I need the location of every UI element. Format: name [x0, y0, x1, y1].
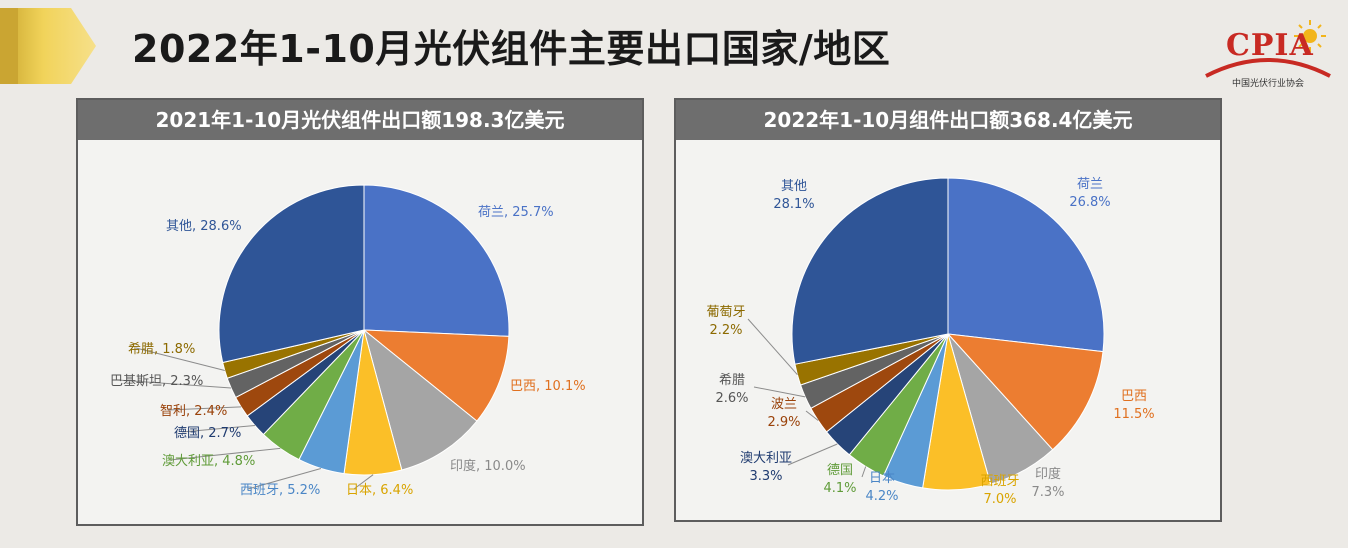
slice-value-波兰: 2.9% [767, 415, 800, 430]
leader-line-希腊 [135, 347, 225, 371]
leader-line-波兰 [805, 410, 819, 421]
slice-label-希腊: 希腊, 1.8% [128, 342, 195, 357]
page-title: 2022年1-10月光伏组件主要出口国家/地区 [132, 27, 891, 71]
slice-label-澳大利亚: 澳大利亚, 4.8% [162, 453, 255, 469]
slice-label-其他: 其他, 28.6% [166, 219, 242, 234]
slice-value-巴西: 11.5% [1113, 407, 1154, 422]
leader-line-澳大利亚 [169, 447, 281, 461]
slice-label-荷兰: 荷兰, 25.7% [478, 205, 554, 220]
slice-name-日本: 日本 [869, 471, 895, 486]
slice-value-德国: 4.1% [823, 481, 856, 496]
slice-label-巴基斯坦: 巴基斯坦, 2.3% [110, 374, 203, 389]
leader-line-澳大利亚 [787, 443, 838, 466]
slice-value-日本: 4.2% [865, 489, 898, 504]
chart-title-2021: 2021年1-10月光伏组件出口额198.3亿美元 [78, 100, 642, 140]
pie-slice-其他 [218, 184, 365, 364]
slice-name-荷兰: 荷兰 [1077, 177, 1103, 192]
chart-title-2022: 2022年1-10月组件出口额368.4亿美元 [676, 100, 1220, 140]
slice-value-西班牙: 7.0% [983, 492, 1016, 507]
leader-line-智利 [167, 406, 242, 411]
leader-line-巴基斯坦 [117, 379, 232, 389]
title-arrow-decoration [0, 8, 96, 84]
pie-chart-2021: 荷兰, 25.7% 巴西, 10.1% 印度, 10.0% 日本, 6.4% 西班牙, … [110, 184, 586, 498]
slice-label-巴西: 巴西, 10.1% [510, 379, 586, 394]
pie-slice-印度 [363, 328, 478, 471]
pie-slice-其他 [791, 177, 949, 365]
leader-line-西班牙 [247, 468, 322, 490]
slice-label-西班牙: 西班牙, 5.2% [240, 483, 320, 498]
leader-line-希腊 [753, 386, 806, 398]
pie-chart-2022: 荷兰 26.8% 巴西 11.5% 印度 7.3% 西班牙 7.0% 日本 4.2% 德国 4.1% 澳… [706, 177, 1154, 507]
slice-value-希腊: 2.6% [715, 391, 748, 406]
logo-subtitle: 中国光伏行业协会 [1231, 79, 1304, 89]
leader-line-德国 [861, 466, 867, 478]
leader-line-日本 [353, 474, 374, 490]
cpia-logo: CPIA 中国光伏行业协会 [1198, 14, 1338, 94]
logo-sun-icon [1205, 20, 1331, 78]
slice-value-印度: 7.3% [1031, 485, 1064, 500]
slice-name-其他: 其他 [781, 179, 807, 194]
pie-slice-巴西 [362, 329, 510, 422]
slice-name-西班牙: 西班牙 [980, 474, 1019, 489]
slice-value-其他: 28.1% [773, 197, 814, 212]
slice-name-德国: 德国 [827, 463, 853, 478]
pie-slice-荷兰 [947, 177, 1105, 353]
slice-name-巴西: 巴西 [1121, 389, 1147, 404]
pie-slice-荷兰 [363, 184, 510, 337]
slice-label-印度: 印度, 10.0% [450, 458, 526, 474]
leader-line-葡萄牙 [747, 318, 798, 376]
slice-label-智利: 智利, 2.4% [160, 404, 227, 419]
slice-name-印度: 印度 [1035, 466, 1061, 482]
slice-name-葡萄牙: 葡萄牙 [706, 305, 745, 320]
chart-panel-2021: 2021年1-10月光伏组件出口额198.3亿美元 荷兰, 25.7% 巴西, 1… [76, 98, 644, 526]
slice-value-荷兰: 26.8% [1069, 195, 1110, 210]
leader-line-德国 [181, 425, 255, 433]
slice-value-澳大利亚: 3.3% [749, 469, 782, 484]
slice-name-澳大利亚: 澳大利亚 [740, 450, 792, 466]
slice-value-葡萄牙: 2.2% [709, 323, 742, 338]
slice-name-希腊: 希腊 [719, 373, 745, 388]
logo-text: CPIA [1226, 28, 1314, 63]
pie-slice-巴西 [946, 333, 1104, 451]
slice-label-德国: 德国, 2.7% [174, 426, 241, 441]
slice-label-日本: 日本, 6.4% [346, 483, 413, 498]
chart-panel-2022: 2022年1-10月组件出口额368.4亿美元 荷兰 26.8% 巴西 11.5% 印度… [674, 98, 1222, 522]
slice-name-波兰: 波兰 [771, 397, 797, 412]
